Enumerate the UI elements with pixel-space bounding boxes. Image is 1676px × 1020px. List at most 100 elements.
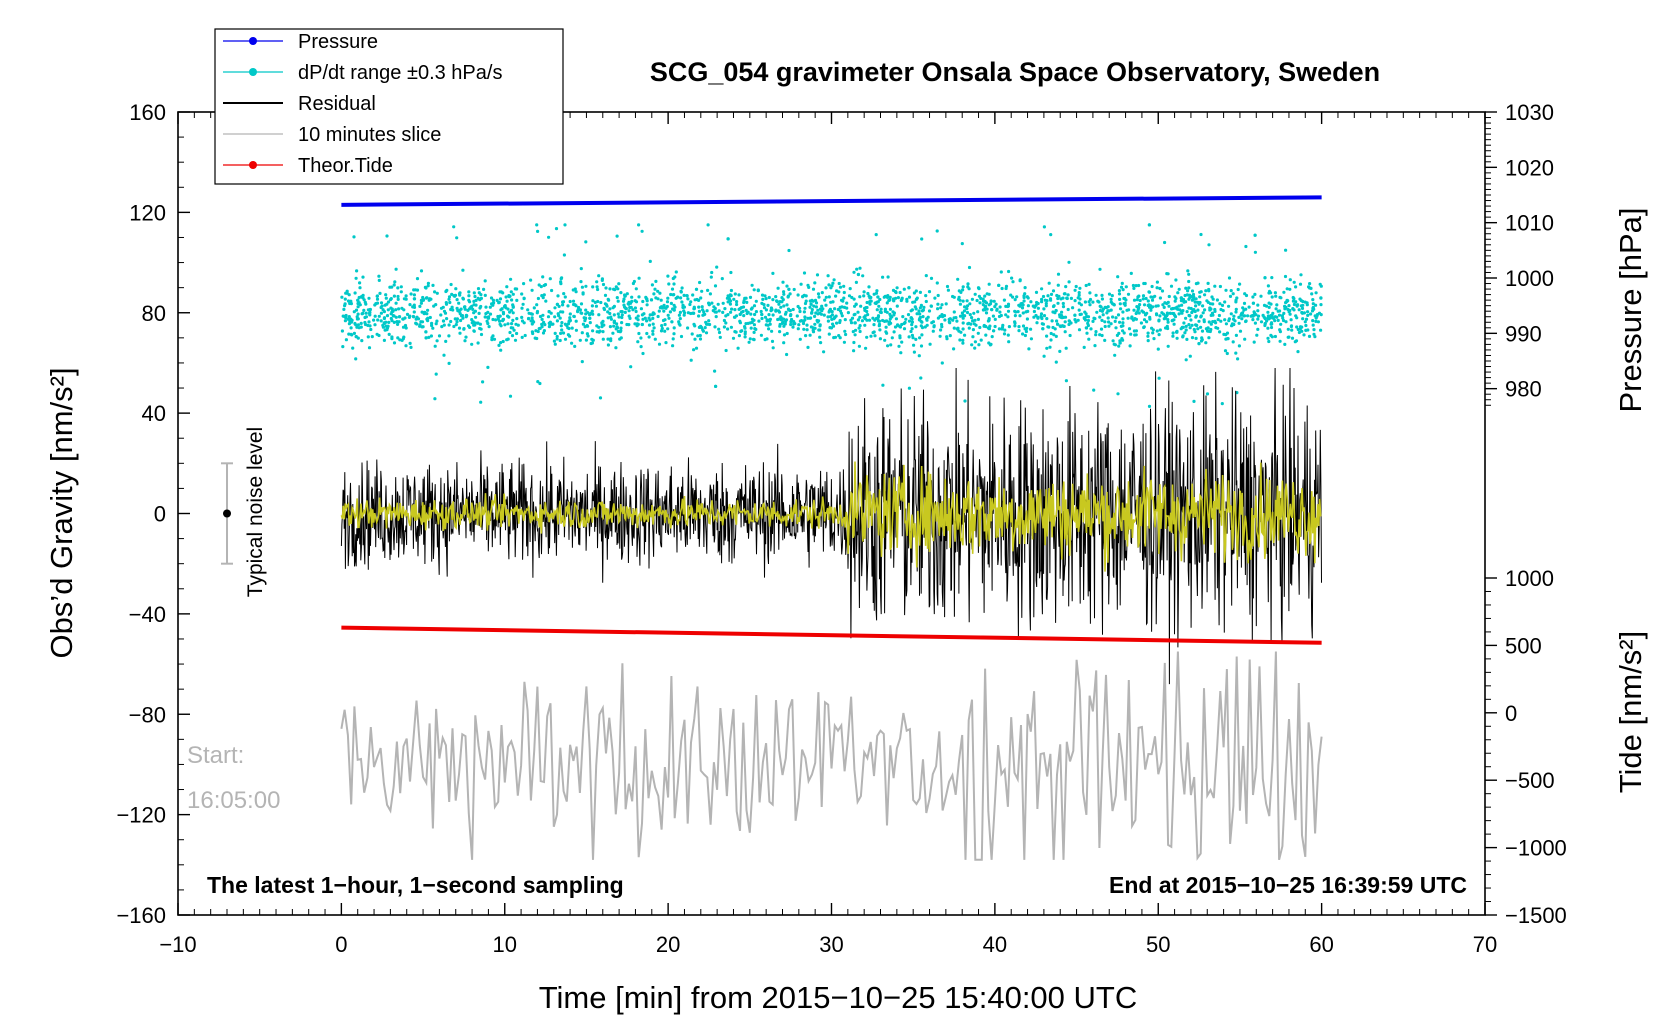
dpdt-point bbox=[555, 337, 559, 341]
dpdt-point bbox=[874, 233, 878, 237]
dpdt-point bbox=[705, 322, 709, 326]
dpdt-point bbox=[572, 314, 576, 319]
dpdt-point bbox=[344, 338, 348, 342]
dpdt-point bbox=[1239, 313, 1243, 317]
dpdt-point bbox=[747, 340, 751, 344]
dpdt-point bbox=[1022, 299, 1026, 303]
dpdt-point bbox=[377, 278, 381, 282]
dpdt-point bbox=[1066, 307, 1070, 312]
dpdt-point bbox=[911, 300, 915, 304]
dpdt-point bbox=[792, 287, 796, 292]
dpdt-point bbox=[917, 309, 921, 313]
dpdt-point bbox=[356, 323, 360, 327]
dpdt-point bbox=[412, 315, 416, 319]
dpdt-point bbox=[987, 303, 991, 307]
dpdt-point bbox=[1273, 319, 1277, 323]
dpdt-point bbox=[1056, 283, 1060, 287]
dpdt-point bbox=[1056, 301, 1060, 305]
dpdt-point bbox=[1237, 315, 1241, 319]
dpdt-point bbox=[394, 301, 398, 305]
dpdt-point bbox=[601, 282, 606, 287]
dpdt-point bbox=[522, 297, 526, 301]
dpdt-point bbox=[1068, 333, 1072, 338]
dpdt-point bbox=[1107, 324, 1111, 328]
dpdt-point bbox=[540, 294, 544, 298]
dpdt-point bbox=[536, 329, 540, 334]
dpdt-point bbox=[573, 344, 577, 348]
dpdt-point bbox=[761, 297, 765, 301]
dpdt-point bbox=[1147, 223, 1151, 227]
dpdt-point bbox=[1227, 276, 1232, 280]
dpdt-point bbox=[508, 394, 513, 398]
dpdt-point bbox=[1045, 334, 1049, 338]
dpdt-point bbox=[354, 308, 359, 312]
dpdt-point bbox=[458, 291, 462, 295]
dpdt-point bbox=[1013, 320, 1017, 324]
dpdt-point bbox=[834, 294, 838, 298]
dpdt-point bbox=[510, 298, 514, 302]
dpdt-point bbox=[938, 334, 942, 338]
dpdt-point bbox=[422, 312, 426, 316]
dpdt-point bbox=[628, 305, 632, 310]
dpdt-point bbox=[372, 318, 376, 322]
dpdt-point bbox=[686, 297, 690, 301]
dpdt-point bbox=[1183, 293, 1187, 298]
dpdt-point bbox=[346, 299, 351, 303]
dpdt-point bbox=[744, 322, 748, 326]
dpdt-point bbox=[845, 301, 849, 305]
dpdt-point bbox=[555, 302, 560, 306]
dpdt-point bbox=[1198, 295, 1202, 299]
dpdt-point bbox=[1187, 297, 1191, 301]
dpdt-point bbox=[390, 335, 394, 339]
dpdt-point bbox=[476, 341, 480, 345]
dpdt-point bbox=[865, 309, 869, 314]
dpdt-point bbox=[813, 314, 817, 318]
dpdt-point bbox=[1202, 318, 1206, 322]
dpdt-point bbox=[902, 327, 907, 331]
dpdt-point bbox=[1228, 294, 1233, 298]
dpdt-point bbox=[390, 307, 394, 311]
dpdt-point bbox=[625, 292, 629, 296]
dpdt-point bbox=[1004, 286, 1008, 291]
dpdt-point bbox=[1311, 298, 1315, 302]
dpdt-point bbox=[1299, 299, 1303, 303]
dpdt-point bbox=[600, 325, 604, 329]
dpdt-point bbox=[498, 297, 503, 301]
dpdt-point bbox=[1170, 307, 1174, 311]
dpdt-point bbox=[861, 274, 865, 278]
dpdt-point bbox=[1253, 250, 1257, 254]
dpdt-point bbox=[897, 344, 901, 348]
dpdt-point bbox=[857, 344, 862, 348]
dpdt-point bbox=[856, 272, 861, 277]
dpdt-point bbox=[970, 316, 974, 320]
dpdt-point bbox=[464, 313, 468, 317]
dpdt-point bbox=[1004, 313, 1008, 317]
dpdt-point bbox=[763, 294, 767, 298]
dpdt-point bbox=[472, 323, 476, 327]
dpdt-point bbox=[636, 318, 640, 322]
dpdt-point bbox=[499, 341, 503, 345]
y-tick-label: 0 bbox=[154, 502, 166, 527]
dpdt-point bbox=[455, 298, 459, 302]
dpdt-point bbox=[1064, 379, 1068, 383]
dpdt-point bbox=[802, 310, 807, 314]
dpdt-point bbox=[818, 324, 822, 328]
dpdt-point bbox=[1121, 310, 1125, 314]
dpdt-point bbox=[920, 237, 924, 241]
dpdt-point bbox=[394, 308, 398, 312]
dpdt-point bbox=[886, 344, 890, 348]
dpdt-point bbox=[818, 311, 822, 315]
dpdt-point bbox=[802, 327, 806, 331]
dpdt-point bbox=[579, 267, 583, 271]
dpdt-point bbox=[1002, 298, 1007, 302]
dpdt-point bbox=[910, 317, 914, 321]
dpdt-point bbox=[669, 292, 673, 297]
dpdt-point bbox=[911, 336, 915, 340]
dpdt-point bbox=[1040, 297, 1044, 301]
dpdt-point bbox=[924, 299, 928, 304]
dpdt-point bbox=[958, 302, 963, 306]
dpdt-point bbox=[819, 341, 823, 345]
dpdt-point bbox=[1010, 276, 1014, 280]
dpdt-point bbox=[1067, 319, 1071, 323]
dpdt-point bbox=[914, 307, 918, 311]
